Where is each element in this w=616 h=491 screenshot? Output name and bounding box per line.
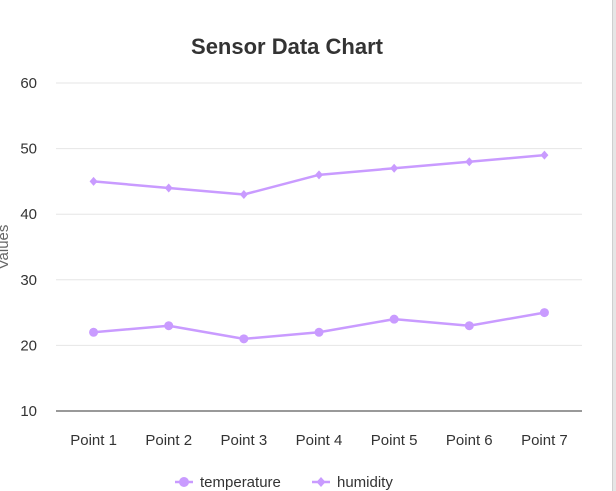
humidity-point[interactable] <box>239 190 248 200</box>
x-axis-ticks: Point 1 Point 2 Point 3 Point 4 Point 5 Point… <box>70 432 568 449</box>
chart-title: Sensor Data Chart <box>191 34 384 59</box>
series-temperature <box>89 308 549 344</box>
humidity-point[interactable] <box>465 157 474 167</box>
temperature-point[interactable] <box>314 327 324 337</box>
humidity-point[interactable] <box>315 170 323 180</box>
x-tick-label: Point 4 <box>296 432 343 449</box>
temperature-point[interactable] <box>164 321 174 331</box>
gridlines <box>56 82 582 346</box>
legend-label: temperature <box>200 474 281 491</box>
y-axis-label: Values <box>0 225 12 270</box>
legend-marker <box>179 477 189 487</box>
y-tick-label: 60 <box>20 75 37 92</box>
legend-item-temperature[interactable]: temperature <box>175 474 281 491</box>
x-tick-label: Point 7 <box>521 432 568 449</box>
temperature-point[interactable] <box>239 334 249 344</box>
humidity-point[interactable] <box>89 176 98 186</box>
scrollbar-edge <box>612 0 616 491</box>
temperature-point[interactable] <box>539 308 549 318</box>
series-group <box>89 150 549 344</box>
humidity-point[interactable] <box>390 163 399 173</box>
legend-item-humidity[interactable]: humidity <box>312 474 393 491</box>
legend-label: humidity <box>337 474 393 491</box>
y-tick-label: 30 <box>20 272 37 289</box>
x-tick-label: Point 5 <box>371 432 418 449</box>
series-humidity <box>89 150 549 200</box>
temperature-point[interactable] <box>464 321 474 331</box>
y-tick-label: 50 <box>20 141 37 158</box>
legend-marker <box>316 477 326 487</box>
y-tick-label: 40 <box>20 206 37 223</box>
x-tick-label: Point 3 <box>221 432 268 449</box>
y-tick-label: 20 <box>20 337 37 354</box>
y-axis-ticks: 10 20 30 40 50 60 <box>20 75 37 420</box>
legend[interactable]: temperature humidity <box>175 474 393 491</box>
x-tick-label: Point 6 <box>446 432 493 449</box>
humidity-point[interactable] <box>540 150 549 160</box>
x-tick-label: Point 2 <box>145 432 192 449</box>
temperature-point[interactable] <box>389 314 399 324</box>
humidity-point[interactable] <box>164 183 173 193</box>
temperature-point[interactable] <box>89 327 99 337</box>
y-tick-label: 10 <box>20 403 37 420</box>
x-tick-label: Point 1 <box>70 432 117 449</box>
